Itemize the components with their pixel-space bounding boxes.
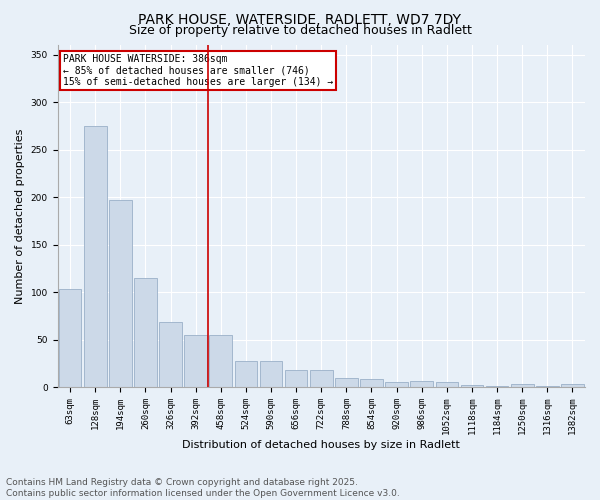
- Bar: [209, 335, 232, 387]
- Bar: [486, 386, 508, 387]
- Y-axis label: Number of detached properties: Number of detached properties: [15, 128, 25, 304]
- Bar: [84, 126, 107, 387]
- Text: PARK HOUSE, WATERSIDE, RADLETT, WD7 7DY: PARK HOUSE, WATERSIDE, RADLETT, WD7 7DY: [139, 12, 461, 26]
- Bar: [561, 384, 584, 387]
- Bar: [335, 378, 358, 387]
- Text: Contains HM Land Registry data © Crown copyright and database right 2025.
Contai: Contains HM Land Registry data © Crown c…: [6, 478, 400, 498]
- Bar: [109, 200, 131, 387]
- Bar: [410, 382, 433, 387]
- Bar: [159, 322, 182, 387]
- Bar: [436, 382, 458, 387]
- Bar: [511, 384, 533, 387]
- Bar: [235, 362, 257, 387]
- X-axis label: Distribution of detached houses by size in Radlett: Distribution of detached houses by size …: [182, 440, 460, 450]
- Bar: [285, 370, 307, 387]
- Text: Size of property relative to detached houses in Radlett: Size of property relative to detached ho…: [128, 24, 472, 37]
- Bar: [59, 289, 82, 387]
- Bar: [536, 386, 559, 387]
- Text: PARK HOUSE WATERSIDE: 386sqm
← 85% of detached houses are smaller (746)
15% of s: PARK HOUSE WATERSIDE: 386sqm ← 85% of de…: [63, 54, 333, 87]
- Bar: [360, 378, 383, 387]
- Bar: [385, 382, 408, 387]
- Bar: [260, 362, 283, 387]
- Bar: [184, 335, 207, 387]
- Bar: [310, 370, 332, 387]
- Bar: [461, 385, 483, 387]
- Bar: [134, 278, 157, 387]
